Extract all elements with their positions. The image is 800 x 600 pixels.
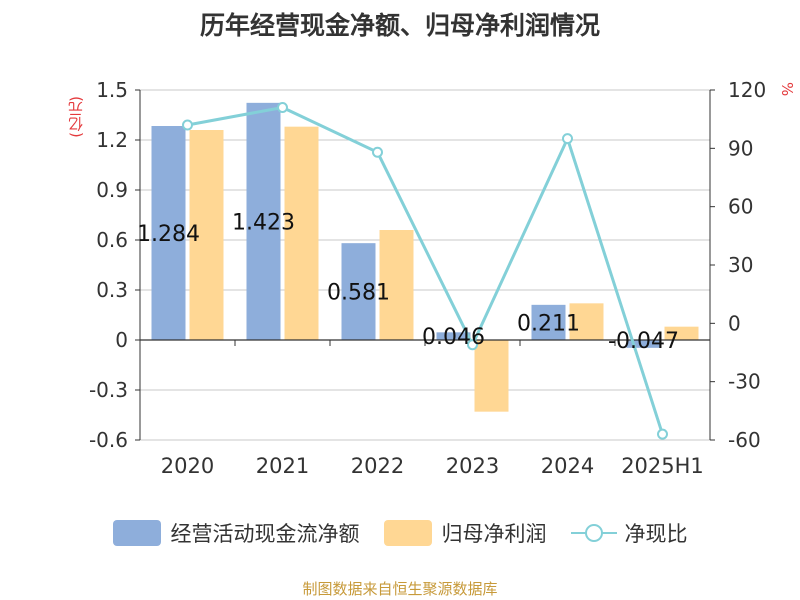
y-left-tick-label: 0 (115, 328, 128, 352)
y-right-tick-label: 120 (728, 78, 766, 102)
legend-item-ratio[interactable]: 净现比 (570, 518, 688, 548)
legend-swatch-cashflow (112, 520, 161, 546)
x-tick-label: 2021 (256, 454, 309, 478)
bar-cashflow (246, 102, 281, 340)
y-left-tick-label: 0.9 (96, 178, 128, 202)
bar-profit (379, 230, 414, 340)
point-ratio (657, 428, 668, 440)
line-ratio (187, 105, 664, 435)
x-tick-label: 2023 (446, 454, 499, 478)
y-right-tick-label: -30 (728, 370, 761, 394)
legend-item-cashflow[interactable]: 经营活动现金流净额 (112, 518, 360, 548)
data-label-cashflow: -0.047 (608, 329, 679, 354)
point-ratio (562, 133, 573, 145)
legend-swatch-profit (383, 520, 432, 546)
chart-canvas: 1.5 1.2 0.9 0.6 0.3 0 -0.3 -0.6 120 90 60 30 0 -30 -60… (89, 78, 766, 478)
bar-profit (474, 340, 509, 412)
x-tick-label: 2024 (541, 454, 594, 478)
legend-label-profit: 归母净利润 (441, 522, 547, 546)
x-tick-label: 2025H1 (621, 454, 704, 478)
x-tick-label: 2020 (161, 454, 214, 478)
bar-cashflow (151, 126, 186, 340)
legend-label-ratio: 净现比 (624, 522, 688, 546)
point-ratio (467, 339, 478, 351)
y-left-tick-label: 1.2 (96, 128, 128, 152)
data-label-cashflow: 0.211 (517, 311, 580, 336)
bar-profit (284, 126, 319, 341)
y-left-tick-label: 1.5 (96, 78, 128, 102)
data-label-cashflow: 0.581 (327, 281, 390, 306)
y-right-tick-label: -60 (728, 428, 761, 452)
data-label-cashflow: 1.423 (232, 210, 295, 235)
legend-label-cashflow: 经营活动现金流净额 (170, 522, 360, 546)
y-left-tick-label: -0.3 (89, 378, 128, 402)
bar-profit (664, 326, 699, 340)
chart-title: 历年经营现金净额、归母净利润情况 (199, 11, 600, 40)
y-left-tick-label: 0.3 (96, 278, 128, 302)
bar-cashflow (626, 340, 661, 348)
legend-item-profit[interactable]: 归母净利润 (383, 518, 547, 548)
chart-legend: 经营活动现金流净额 归母净利润 净现比 (0, 518, 800, 548)
data-label-cashflow: 0.046 (422, 325, 485, 350)
point-ratio (277, 102, 288, 113)
point-ratio (372, 146, 383, 158)
y-right-tick-label: 30 (728, 253, 753, 277)
right-axis-unit: % (778, 82, 796, 97)
point-ratio (182, 119, 193, 131)
x-tick-label: 2022 (351, 454, 404, 478)
bar-cashflow (436, 332, 471, 340)
y-left-tick-label: -0.6 (89, 428, 128, 452)
bar-cashflow (341, 243, 376, 340)
data-label-cashflow: 1.284 (137, 222, 200, 247)
y-right-tick-label: 90 (728, 136, 753, 160)
bar-profit (569, 303, 604, 340)
y-right-tick-label: 0 (728, 311, 741, 335)
legend-swatch-ratio (570, 520, 617, 546)
y-right-tick-label: 60 (728, 195, 753, 219)
data-source-note: 制图数据来自恒生聚源数据库 (302, 580, 498, 598)
y-left-tick-label: 0.6 (96, 228, 128, 252)
bar-cashflow (531, 304, 566, 340)
bar-profit (189, 130, 224, 340)
